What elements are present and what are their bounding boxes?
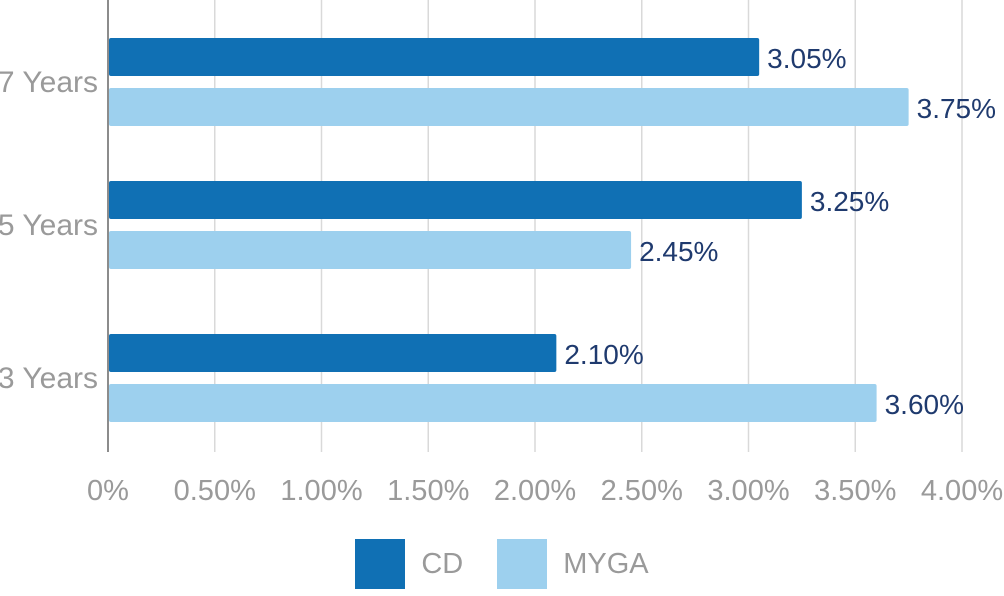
bar-cd — [109, 181, 802, 219]
bar-myga — [109, 231, 632, 269]
x-tick-label: 1.00% — [280, 475, 362, 507]
data-label: 3.75% — [917, 93, 996, 124]
x-tick-label: 4.00% — [921, 475, 1003, 507]
data-label: 3.05% — [767, 43, 846, 74]
x-tick-label: 3.00% — [707, 475, 789, 507]
category-label: 7 Years — [0, 66, 98, 99]
x-tick-label: 1.50% — [387, 475, 469, 507]
data-label: 3.60% — [885, 389, 964, 420]
bar-myga — [109, 88, 909, 126]
x-tick-label: 0% — [87, 475, 129, 507]
legend-item-cd: CD — [355, 539, 463, 589]
bar-cd — [109, 38, 760, 76]
category-label: 3 Years — [0, 362, 98, 395]
x-tick-label: 3.50% — [814, 475, 896, 507]
category-label: 5 Years — [0, 209, 98, 242]
x-tick-label: 2.50% — [601, 475, 683, 507]
legend-swatch-cd — [355, 539, 406, 589]
data-label: 2.45% — [639, 236, 718, 267]
bar-cd — [109, 334, 557, 372]
legend-label-cd: CD — [421, 547, 464, 580]
legend-label-myga: MYGA — [563, 547, 649, 580]
legend-item-myga: MYGA — [497, 539, 649, 589]
legend-swatch-myga — [497, 539, 548, 589]
bar-myga — [109, 384, 877, 422]
chart-legend: CD MYGA — [0, 538, 1004, 590]
data-label: 2.10% — [564, 339, 643, 370]
x-tick-label: 0.50% — [174, 475, 256, 507]
data-label: 3.25% — [810, 186, 889, 217]
x-tick-label: 2.00% — [494, 475, 576, 507]
